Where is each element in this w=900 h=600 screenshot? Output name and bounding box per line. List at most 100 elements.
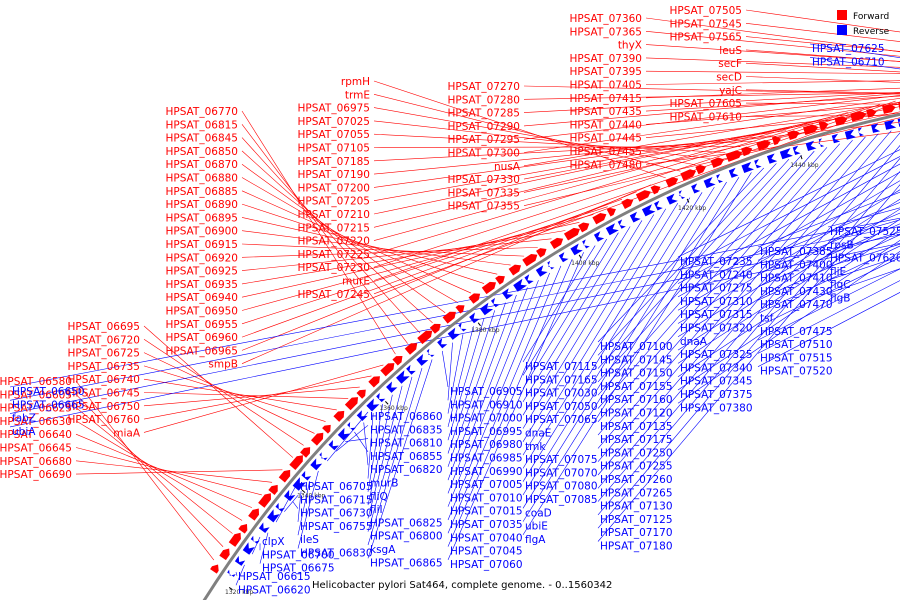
leader-line [9,226,900,401]
gene-label-reverse: HPSAT_07255 [600,461,673,473]
tick-mark [301,489,306,493]
gene-label-reverse: dnaA [680,336,708,348]
gene-label-forward: thyX [618,40,642,52]
gene-label-reverse: HPSAT_06905 [450,386,523,398]
gene-label-forward: HPSAT_06965 [165,345,238,357]
gene-feature [356,389,366,399]
gene-feature [228,532,241,547]
gene-label-forward: HPSAT_07415 [569,93,642,105]
gene-feature [578,222,590,233]
leader-line [745,36,900,52]
gene-feature [356,410,368,422]
gene-feature [605,223,619,236]
gene-label-reverse: tmk [525,441,546,453]
gene-label-reverse: HPSAT_07250 [600,447,673,459]
leader-line [447,272,550,521]
gene-feature [416,353,429,366]
leader-line [143,325,294,458]
gene-label-reverse: HPSAT_07125 [600,514,673,526]
leader-line [9,234,900,414]
leader-line [292,501,299,509]
gene-feature [300,447,311,458]
gene-label-reverse: clpX [262,536,285,548]
gene-feature [219,548,230,561]
gene-label-reverse: HPSAT_07175 [600,434,673,446]
gene-label-forward: HPSAT_07225 [297,249,370,261]
leader-line [297,480,310,536]
leader-line [757,245,900,314]
gene-label-reverse: HPSAT_06705 [300,481,373,493]
gene-feature [897,118,900,127]
gene-label-forward: HPSAT_07360 [569,13,642,25]
leader-line [757,292,900,367]
gene-label-reverse: flgA [525,534,546,546]
gene-label-forward: secF [718,58,742,70]
gene-feature [248,508,260,521]
gene-feature [368,376,380,388]
leader-line [677,229,900,377]
gene-label-forward: HPSAT_06720 [67,334,140,346]
gene-feature [386,381,398,393]
leader-line [597,150,815,396]
leader-line [677,180,900,311]
gene-label-reverse: HPSAT_07380 [680,402,753,414]
gene-label-reverse: rpsB [830,239,854,251]
gene-feature [275,502,285,512]
leader-line [645,87,900,99]
gene-label-reverse: HPSAT_06990 [450,466,523,478]
position-ticks: 1320 kbp 1340 kbp 1360 kbp 1380 kbp 1400 kbp… [225,155,819,596]
gene-feature [691,183,701,194]
legend-reverse-label: Reverse [853,27,890,37]
gene-feature [547,260,555,270]
leader-line [522,238,608,376]
gene-feature [337,427,351,441]
leader-line [241,243,525,257]
gene-feature [787,130,800,140]
leader-line [75,460,273,483]
gene-feature [227,569,236,577]
tick-mark [385,401,389,405]
gene-label-reverse: HPSAT_06830 [300,548,373,560]
leader-line [241,124,408,344]
gene-label-reverse: HPSAT_07320 [680,323,753,335]
leader-line [75,420,243,521]
gene-label-forward: HPSAT_07480 [569,159,642,171]
gene-feature [535,265,548,277]
gene-label-forward: HPSAT_07605 [669,98,742,110]
gene-label-forward: HPSAT_07185 [297,156,370,168]
leader-line [367,368,423,546]
gene-label-reverse: tsf [760,313,774,325]
gene-feature [258,522,270,534]
leader-line [75,380,215,561]
leader-line [757,223,900,288]
leader-line [745,49,900,62]
leader-line [284,495,299,512]
leader-line [373,80,666,179]
gene-feature [756,139,771,151]
gene-label-forward: smpB [208,359,238,371]
tick-label: 1380 kbp [471,327,499,334]
gene-label-reverse: HPSAT_07310 [680,296,753,308]
leader-line [757,268,900,341]
leader-line [645,104,900,125]
leader-line [745,114,900,117]
leader-line [241,177,459,304]
gene-label-forward: miaA [113,427,141,439]
gene-label-forward: HPSAT_06935 [165,279,238,291]
leader-line [326,411,369,462]
gene-feature [268,484,278,496]
gene-label-forward: HPSAT_06845 [165,133,238,145]
gene-feature [301,470,312,481]
gene-feature [417,330,433,345]
gene-label-reverse: HPSAT_07525 [830,226,900,238]
tick-mark [477,322,481,327]
gene-label-reverse: HPSAT_07100 [600,341,673,353]
gene-feature [344,397,359,411]
gene-feature [818,138,825,148]
leader-line [447,334,464,414]
gene-label-forward: HPSAT_06760 [67,414,140,426]
gene-label-forward: HPSAT_06645 [0,443,72,455]
leader-line [447,280,539,507]
gene-label-reverse: HPSAT_07035 [450,519,523,531]
gene-feature [238,524,248,534]
